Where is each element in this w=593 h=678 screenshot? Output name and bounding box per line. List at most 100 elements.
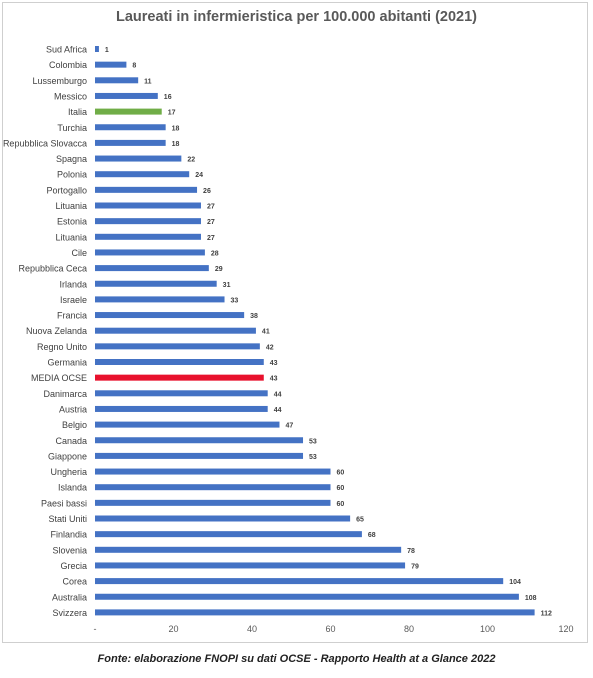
bar [95,312,245,319]
data-label: 60 [337,470,345,477]
x-tick-label: 120 [558,624,573,634]
data-label: 65 [356,517,364,524]
bar [95,593,519,600]
category-label: Sud Africa [46,45,87,55]
data-label: 18 [172,141,180,148]
data-label: 68 [368,532,376,539]
data-label: 43 [270,376,278,383]
category-label: Regno Unito [37,342,87,352]
bar [95,531,362,538]
category-label: Australia [52,592,87,602]
data-label: 28 [211,250,219,257]
bar [95,468,331,475]
bar [95,61,127,68]
bar [95,374,264,381]
category-label: Svizzera [52,608,87,618]
data-label: 24 [195,172,203,179]
bar [95,437,304,444]
category-label: Messico [54,91,87,101]
category-label: MEDIA OCSE [31,373,87,383]
x-tick-label: 100 [480,624,495,634]
bar [95,609,535,616]
data-label: 27 [207,235,215,242]
data-label: 112 [541,610,552,617]
data-label: 42 [266,344,274,351]
category-label: Grecia [60,561,87,571]
x-tick-label: 80 [404,624,414,634]
bar [95,249,205,256]
data-label: 43 [270,360,278,367]
bar [95,92,158,99]
data-label: 60 [337,501,345,508]
bar [95,233,201,240]
data-label: 11 [144,78,152,85]
category-label: Lussemburgo [32,76,87,86]
category-label: Finlandia [50,530,87,540]
bar [95,77,139,84]
x-tick-label: 60 [325,624,335,634]
category-label: Lituania [55,232,87,242]
data-label: 53 [309,438,317,445]
data-label: 41 [262,329,270,336]
bar [95,218,201,225]
bar [95,405,268,412]
data-label: 1 [105,47,109,54]
category-label: Slovenia [52,545,87,555]
data-label: 104 [509,579,521,586]
bar [95,186,198,193]
category-label: Austria [59,404,87,414]
data-label: 47 [285,423,293,430]
x-tick-label: 40 [247,624,257,634]
data-label: 78 [407,548,415,555]
category-label: Corea [62,577,87,587]
data-label: 17 [168,110,176,117]
category-label: Repubblica Slovacca [3,138,87,148]
data-label: 33 [231,297,239,304]
data-label: 44 [274,391,282,398]
bar-chart: Sud Africa 1 Colombia 8 Lussemburgo 11 Messico… [3,45,574,635]
data-label: 53 [309,454,317,461]
data-label: 60 [337,485,345,492]
bar [95,515,351,522]
category-label: Francia [57,311,87,321]
category-label: Portogallo [46,185,87,195]
data-label: 27 [207,204,215,211]
bar [95,484,331,491]
bar [95,499,331,506]
category-label: Nuova Zelanda [26,326,87,336]
data-label: 108 [525,595,537,602]
bar [95,139,166,146]
bar [95,155,182,162]
data-label: 18 [172,125,180,132]
data-label: 38 [250,313,258,320]
data-label: 26 [203,188,211,195]
category-label: Belgio [62,420,87,430]
bar [95,421,280,428]
category-label: Islanda [58,483,87,493]
bar [95,296,225,303]
x-tick-label: 20 [168,624,178,634]
category-label: Cile [71,248,87,258]
bar [95,280,217,287]
category-label: Giappone [48,451,87,461]
category-label: Italia [68,107,87,117]
bar [95,343,260,350]
data-label: 22 [187,157,195,164]
bar [95,578,504,585]
category-label: Spagna [56,154,87,164]
data-label: 79 [411,563,419,570]
category-label: Estonia [57,217,87,227]
category-label: Germania [47,358,87,368]
category-label: Lituania [55,201,87,211]
bar [95,124,166,131]
bar [95,171,190,178]
bar [95,452,304,459]
x-tick-label: - [94,624,97,634]
category-label: Colombia [49,60,87,70]
bar [95,202,201,209]
data-label: 29 [215,266,223,273]
data-label: 27 [207,219,215,226]
category-label: Polonia [57,170,87,180]
category-label: Canada [55,436,87,446]
category-label: Irlanda [59,279,87,289]
